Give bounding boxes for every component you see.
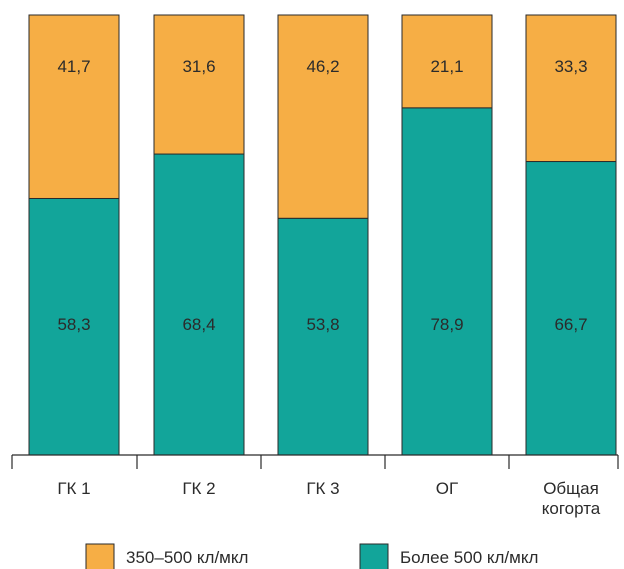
- legend-swatch-2: [359, 543, 389, 569]
- data-label-over-500-5: 66,7: [554, 315, 587, 334]
- x-axis: [11, 454, 619, 469]
- bar-segment-350-500-2: [153, 14, 245, 155]
- data-label-350-500-2: 31,6: [182, 57, 215, 76]
- x-tick-label-4: ОГ: [436, 479, 458, 498]
- legend: 350–500 кл/мкл Более 500 кл/мкл: [85, 543, 538, 569]
- bar-segment-over-500-3: [277, 217, 369, 456]
- bar-segment-over-500-1: [28, 197, 120, 456]
- bar-segment-over-500-2: [153, 153, 245, 456]
- legend-swatch-1: [85, 543, 115, 569]
- data-label-350-500-1: 41,7: [57, 57, 90, 76]
- bar-segment-350-500-1: [28, 14, 120, 199]
- data-label-over-500-1: 58,3: [57, 315, 90, 334]
- bars-layer: 58,3 41,7 68,4 31,6 53,8 46,2 78,9 21,1 66,7 33,3: [28, 14, 617, 456]
- data-label-350-500-4: 21,1: [430, 57, 463, 76]
- x-tick-label-5-line-2: когорта: [542, 499, 601, 518]
- bar-segment-350-500-3: [277, 14, 369, 219]
- data-label-over-500-4: 78,9: [430, 315, 463, 334]
- bar-segment-over-500-4: [401, 107, 493, 456]
- x-tick-label-5-line-1: Общая: [543, 479, 599, 498]
- x-tick-label-2: ГК 2: [182, 479, 215, 498]
- legend-label-2: Более 500 кл/мкл: [400, 548, 538, 567]
- data-label-over-500-2: 68,4: [182, 315, 215, 334]
- legend-label-1: 350–500 кл/мкл: [126, 548, 248, 567]
- data-label-350-500-3: 46,2: [306, 57, 339, 76]
- bar-segment-350-500-5: [525, 14, 617, 163]
- bar-segment-350-500-4: [401, 14, 493, 109]
- x-tick-label-1: ГК 1: [57, 479, 90, 498]
- data-label-350-500-5: 33,3: [554, 57, 587, 76]
- x-tick-label-3: ГК 3: [306, 479, 339, 498]
- data-label-over-500-3: 53,8: [306, 315, 339, 334]
- bar-segment-over-500-5: [525, 161, 617, 456]
